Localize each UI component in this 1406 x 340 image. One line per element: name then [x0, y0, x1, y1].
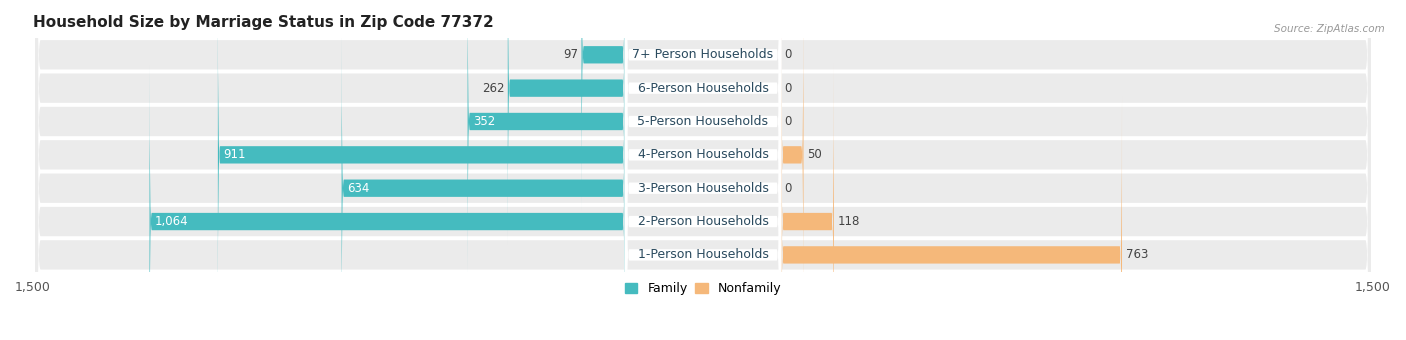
- Text: 911: 911: [224, 148, 246, 162]
- FancyBboxPatch shape: [35, 0, 1371, 340]
- Text: 0: 0: [785, 182, 792, 195]
- Text: 7+ Person Households: 7+ Person Households: [633, 48, 773, 61]
- FancyBboxPatch shape: [342, 30, 624, 340]
- Text: 3-Person Households: 3-Person Households: [637, 182, 769, 195]
- Text: 1-Person Households: 1-Person Households: [637, 249, 769, 261]
- FancyBboxPatch shape: [468, 0, 624, 279]
- FancyBboxPatch shape: [35, 0, 1371, 340]
- Text: 118: 118: [838, 215, 860, 228]
- FancyBboxPatch shape: [624, 0, 782, 340]
- FancyBboxPatch shape: [149, 64, 624, 340]
- FancyBboxPatch shape: [35, 0, 1371, 340]
- FancyBboxPatch shape: [624, 0, 782, 340]
- Text: 0: 0: [785, 115, 792, 128]
- Text: 2-Person Households: 2-Person Households: [637, 215, 769, 228]
- FancyBboxPatch shape: [624, 0, 782, 340]
- FancyBboxPatch shape: [782, 97, 1122, 340]
- FancyBboxPatch shape: [782, 0, 803, 313]
- Text: 1,064: 1,064: [155, 215, 188, 228]
- Text: 5-Person Households: 5-Person Households: [637, 115, 769, 128]
- Text: 262: 262: [482, 82, 505, 95]
- Text: 97: 97: [562, 48, 578, 61]
- Text: Household Size by Marriage Status in Zip Code 77372: Household Size by Marriage Status in Zip…: [32, 15, 494, 30]
- FancyBboxPatch shape: [508, 0, 624, 246]
- Text: 0: 0: [785, 82, 792, 95]
- Text: 6-Person Households: 6-Person Households: [637, 82, 769, 95]
- FancyBboxPatch shape: [35, 0, 1371, 340]
- FancyBboxPatch shape: [582, 0, 624, 213]
- Text: 634: 634: [347, 182, 370, 195]
- FancyBboxPatch shape: [624, 0, 782, 340]
- FancyBboxPatch shape: [624, 0, 782, 340]
- Text: Source: ZipAtlas.com: Source: ZipAtlas.com: [1274, 24, 1385, 34]
- FancyBboxPatch shape: [782, 64, 834, 340]
- FancyBboxPatch shape: [35, 0, 1371, 340]
- FancyBboxPatch shape: [624, 0, 782, 340]
- FancyBboxPatch shape: [35, 0, 1371, 340]
- Legend: Family, Nonfamily: Family, Nonfamily: [620, 277, 786, 300]
- Text: 763: 763: [1126, 249, 1147, 261]
- FancyBboxPatch shape: [624, 0, 782, 340]
- Text: 352: 352: [472, 115, 495, 128]
- FancyBboxPatch shape: [218, 0, 624, 313]
- FancyBboxPatch shape: [35, 0, 1371, 340]
- Text: 50: 50: [807, 148, 823, 162]
- Text: 4-Person Households: 4-Person Households: [637, 148, 769, 162]
- Text: 0: 0: [785, 48, 792, 61]
